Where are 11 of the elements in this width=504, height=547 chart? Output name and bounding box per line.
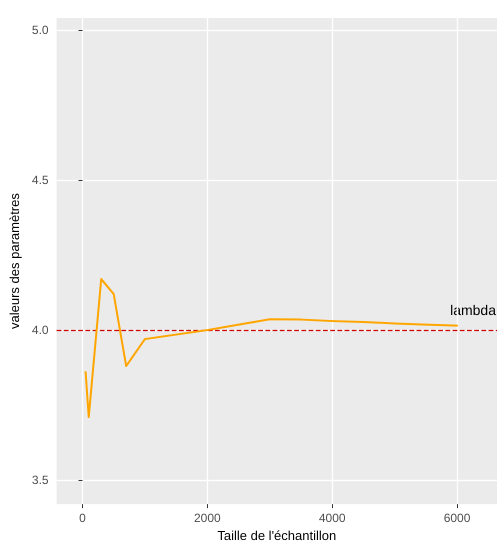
x-tick-label: 4000	[318, 511, 346, 526]
y-axis-title: valeurs des paramètres	[7, 192, 22, 329]
y-tick-label: 3.5	[32, 473, 49, 488]
y-tick-label: 4.0	[32, 323, 49, 338]
y-tick-label: 4.5	[32, 173, 49, 188]
x-tick-label: 0	[79, 511, 86, 526]
x-tick-label: 2000	[194, 511, 222, 526]
x-axis-title: Taille de l'échantillon	[217, 528, 336, 543]
annotation: lambda	[450, 302, 496, 318]
x-tick-label: 6000	[444, 511, 471, 526]
y-tick-label: 5.0	[32, 23, 49, 38]
